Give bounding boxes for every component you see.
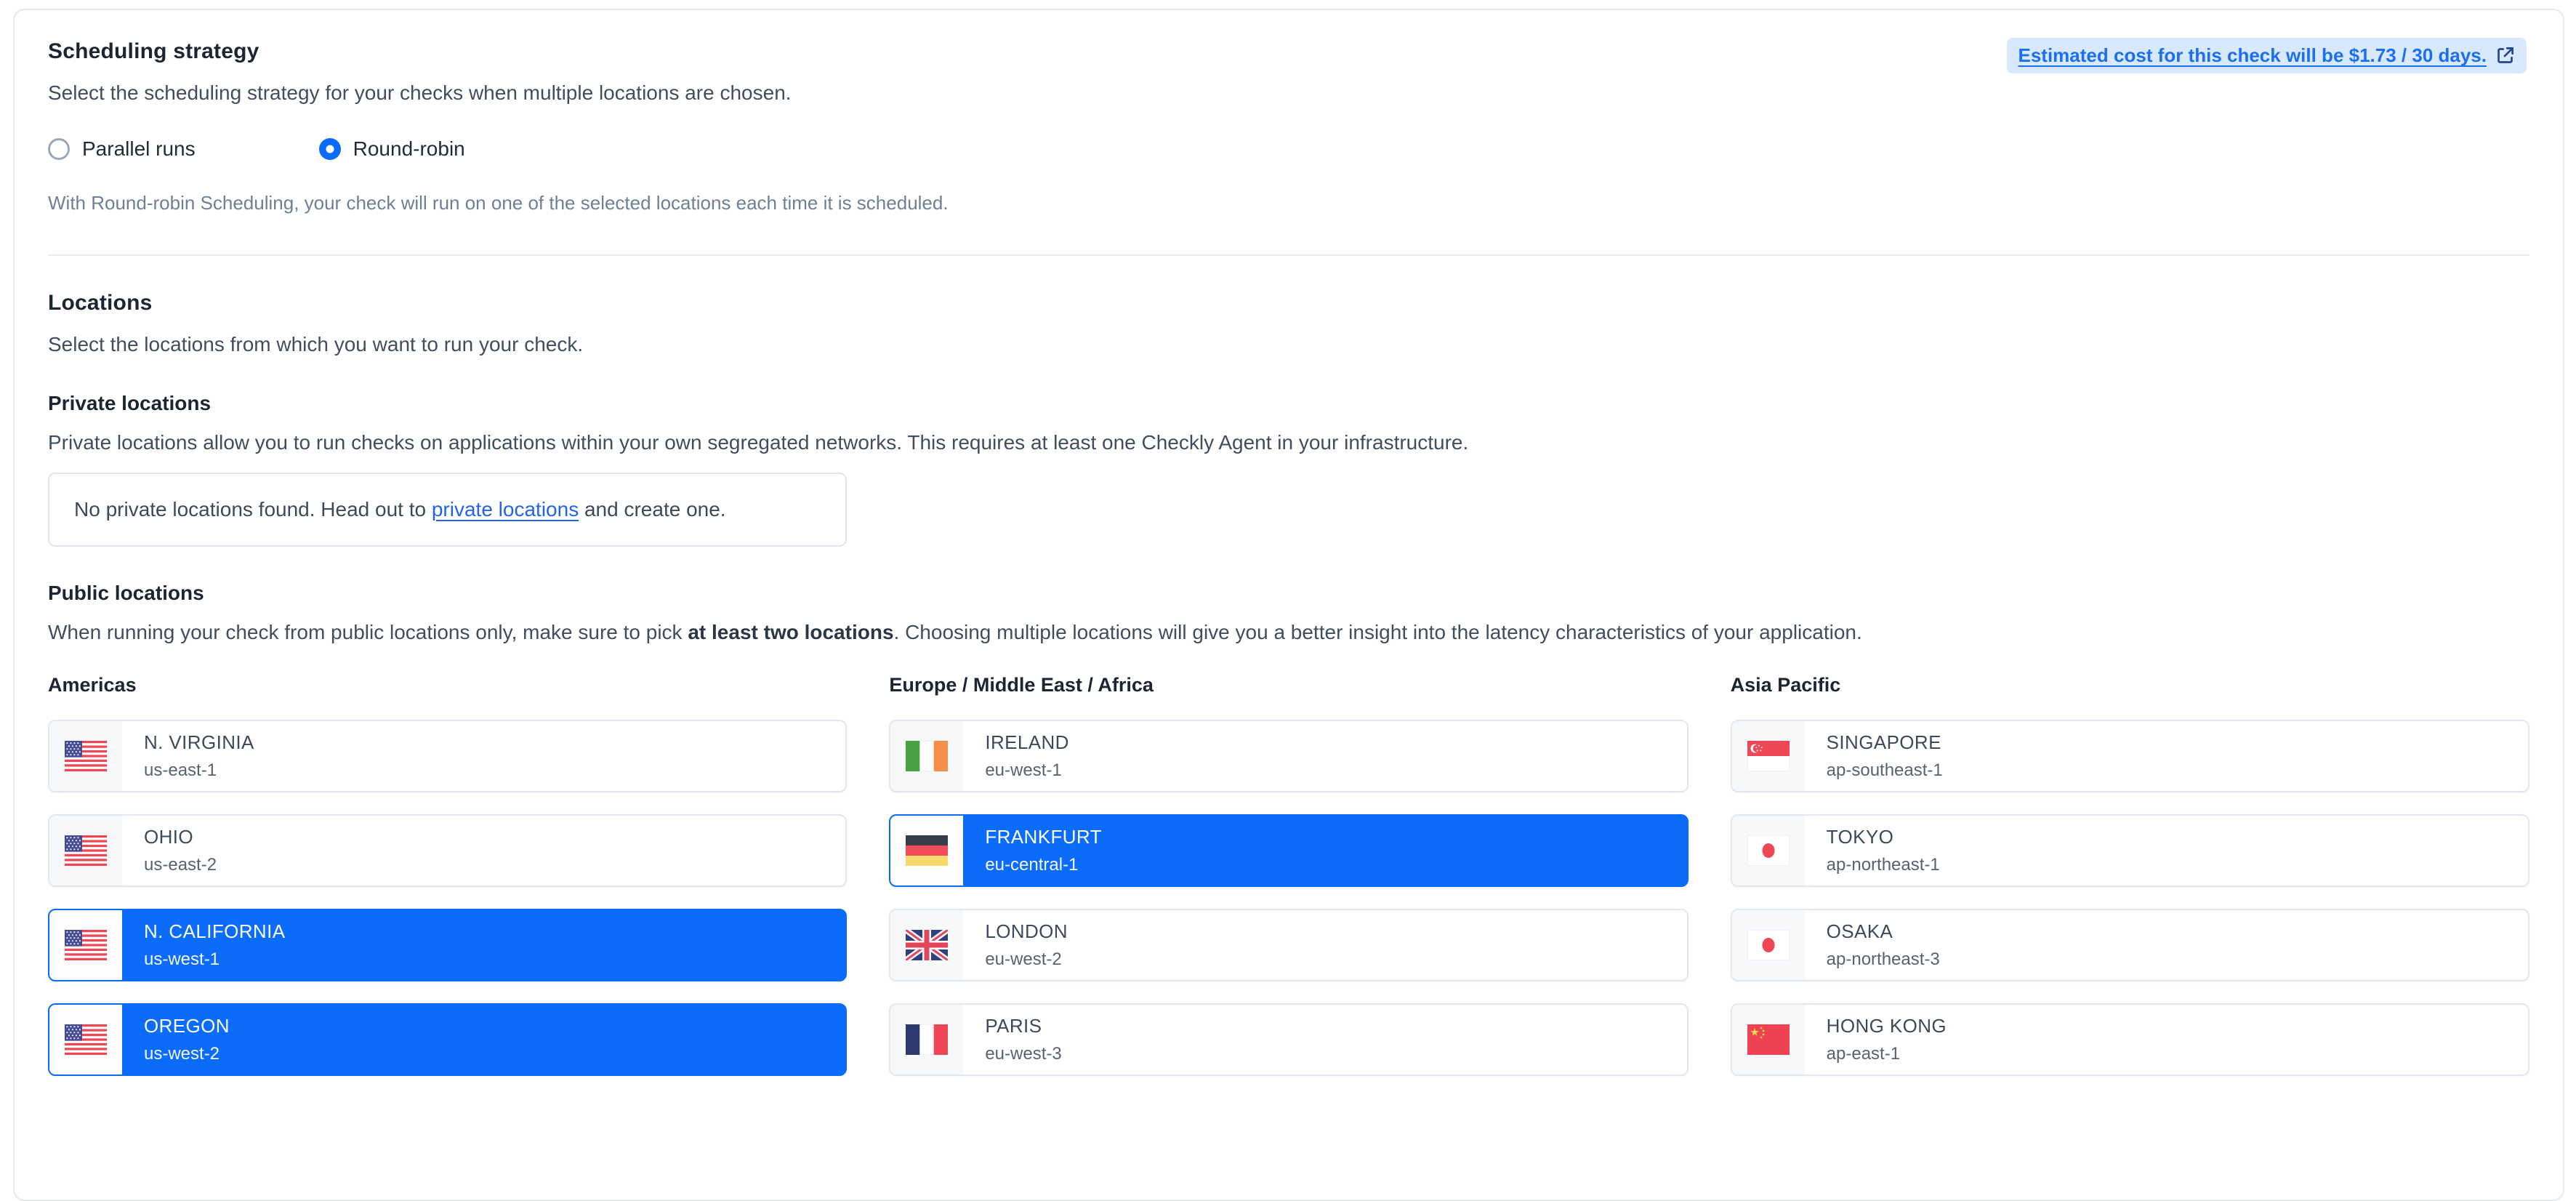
public-desc-after: . Choosing multiple locations will give …: [893, 620, 1862, 643]
locations-description: Select the locations from which you want…: [48, 332, 584, 356]
location-region: ap-northeast-3: [1826, 949, 1940, 969]
public-desc-before: When running your check from public loca…: [48, 620, 688, 643]
japan-flag: [1747, 835, 1790, 866]
public-locations-grid: Americas N. VIRGINIA us-east-1: [48, 674, 2529, 1076]
location-region: us-west-1: [144, 949, 220, 969]
location-region: us-east-2: [144, 854, 217, 875]
check-editor-panel: Estimated cost for this check will be $1…: [13, 9, 2564, 1201]
location-name: OHIO: [144, 825, 194, 848]
location-card-us-west-2[interactable]: OREGON us-west-2: [48, 1003, 848, 1076]
location-region: eu-central-1: [985, 854, 1079, 875]
private-locations-title: Private locations: [48, 391, 212, 414]
column-header: Asia Pacific: [1730, 673, 1841, 696]
france-flag: [906, 1024, 949, 1055]
location-name: N. VIRGINIA: [144, 731, 254, 753]
estimated-cost-text: Estimated cost for this check will be $1…: [2018, 44, 2487, 66]
china-flag: [1747, 1024, 1790, 1055]
external-link-icon: [2495, 46, 2515, 65]
radio-selected-icon[interactable]: [318, 138, 341, 160]
location-card-ap-northeast-3[interactable]: OSAKA ap-northeast-3: [1730, 908, 2529, 981]
location-card-us-east-1[interactable]: N. VIRGINIA us-east-1: [48, 719, 848, 792]
radio-round-robin-label: Round-robin: [353, 137, 465, 160]
location-name: LONDON: [985, 920, 1068, 942]
scheduling-strategy-radio-group: Parallel runs Round-robin: [48, 137, 2529, 161]
location-region: ap-east-1: [1826, 1043, 1901, 1064]
location-card-ap-southeast-1[interactable]: SINGAPORE ap-southeast-1: [1730, 719, 2529, 792]
location-card-eu-west-1[interactable]: IRELAND eu-west-1: [889, 719, 1689, 792]
location-card-eu-central-1[interactable]: FRANKFURT eu-central-1: [889, 814, 1689, 887]
column-cards: SINGAPORE ap-southeast-1 TOKYO ap-northe…: [1730, 719, 2529, 1076]
location-card-eu-west-3[interactable]: PARIS eu-west-3: [889, 1003, 1689, 1076]
location-name: N. CALIFORNIA: [144, 920, 286, 942]
column-cards: IRELAND eu-west-1 FRANKFURT eu-central-1…: [889, 719, 1689, 1076]
scheduling-strategy-description: Select the scheduling strategy for your …: [48, 81, 792, 104]
empty-text-after: and create one.: [579, 498, 726, 521]
column-header: Europe / Middle East / Africa: [889, 673, 1154, 696]
location-region: eu-west-3: [985, 1043, 1062, 1064]
column-header: Americas: [48, 673, 137, 696]
private-locations-link[interactable]: private locations: [431, 498, 579, 521]
location-region: us-east-1: [144, 760, 217, 780]
location-name: FRANKFURT: [985, 825, 1102, 848]
location-card-eu-west-2[interactable]: LONDON eu-west-2: [889, 908, 1689, 981]
location-region: ap-southeast-1: [1826, 760, 1943, 780]
location-card-us-east-2[interactable]: OHIO us-east-2: [48, 814, 848, 887]
column-asia-pacific: Asia Pacific SINGAPORE ap-southeast-1 TO…: [1730, 673, 2529, 1076]
radio-parallel-runs[interactable]: Parallel runs: [48, 137, 196, 161]
round-robin-helper-text: With Round-robin Scheduling, your check …: [48, 192, 949, 214]
location-name: OREGON: [144, 1014, 230, 1037]
private-locations-empty-text: No private locations found. Head out to …: [74, 497, 726, 522]
location-name: IRELAND: [985, 731, 1069, 753]
location-name: OSAKA: [1826, 920, 1893, 942]
location-card-ap-east-1[interactable]: HONG KONG ap-east-1: [1730, 1003, 2529, 1076]
radio-round-robin[interactable]: Round-robin: [318, 137, 465, 161]
radio-unselected-icon[interactable]: [48, 138, 70, 160]
locations-title: Locations: [48, 290, 153, 315]
ireland-flag: [906, 740, 949, 771]
location-region: eu-west-2: [985, 949, 1062, 969]
estimated-cost-link[interactable]: Estimated cost for this check will be $1…: [2006, 38, 2527, 73]
public-desc-bold: at least two locations: [688, 620, 894, 643]
radio-parallel-runs-label: Parallel runs: [82, 137, 196, 160]
empty-text-before: No private locations found. Head out to: [74, 498, 432, 521]
public-locations-description: When running your check from public loca…: [48, 619, 2529, 645]
us-flag: [65, 1024, 107, 1055]
location-region: us-west-2: [144, 1043, 220, 1064]
us-flag: [65, 740, 107, 771]
us-flag: [65, 929, 107, 960]
japan-flag: [1747, 929, 1790, 960]
uk-flag: [906, 929, 949, 960]
location-name: HONG KONG: [1826, 1014, 1947, 1037]
public-locations-title: Public locations: [48, 581, 204, 604]
section-divider: [48, 254, 2529, 256]
private-locations-description: Private locations allow you to run check…: [48, 430, 1469, 454]
location-name: PARIS: [985, 1014, 1042, 1037]
location-region: ap-northeast-1: [1826, 854, 1940, 875]
private-locations-empty-state: No private locations found. Head out to …: [48, 472, 848, 547]
location-region: eu-west-1: [985, 760, 1062, 780]
location-name: SINGAPORE: [1826, 731, 1941, 753]
germany-flag: [906, 835, 949, 866]
singapore-flag: [1747, 740, 1790, 771]
us-flag: [65, 835, 107, 866]
location-card-us-west-1[interactable]: N. CALIFORNIA us-west-1: [48, 908, 848, 981]
location-name: TOKYO: [1826, 825, 1894, 848]
scheduling-strategy-title: Scheduling strategy: [48, 39, 259, 63]
column-americas: Americas N. VIRGINIA us-east-1: [48, 673, 848, 1076]
column-cards: N. VIRGINIA us-east-1 OHIO us-east-2: [48, 719, 848, 1076]
column-europe-middle-east-africa: Europe / Middle East / Africa IRELAND eu…: [889, 673, 1689, 1076]
location-card-ap-northeast-1[interactable]: TOKYO ap-northeast-1: [1730, 814, 2529, 887]
